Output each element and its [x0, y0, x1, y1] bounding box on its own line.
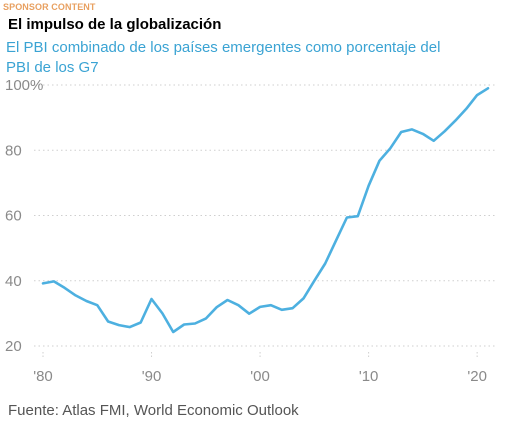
chart-subtitle: El PBI combinado de los países emergente… [6, 39, 441, 76]
data-line [41, 87, 490, 334]
y-tick-label: 60 [5, 208, 22, 225]
sponsor-label: SPONSOR CONTENT [3, 2, 96, 12]
y-tick-label: 80 [5, 142, 22, 159]
source-note: Fuente: Atlas FMI, World Economic Outloo… [8, 402, 299, 419]
chart-title: El impulso de la globalización [8, 16, 222, 33]
x-tick-label: '90 [142, 368, 162, 385]
y-tick-label: 40 [5, 273, 22, 290]
y-tick-label: 20 [5, 338, 22, 355]
x-tick-label: '20 [467, 368, 487, 385]
x-tick-label: '80 [33, 368, 53, 385]
y-tick-label: 100% [5, 77, 43, 94]
x-tick-label: '00 [250, 368, 270, 385]
x-tick-label: '10 [359, 368, 379, 385]
